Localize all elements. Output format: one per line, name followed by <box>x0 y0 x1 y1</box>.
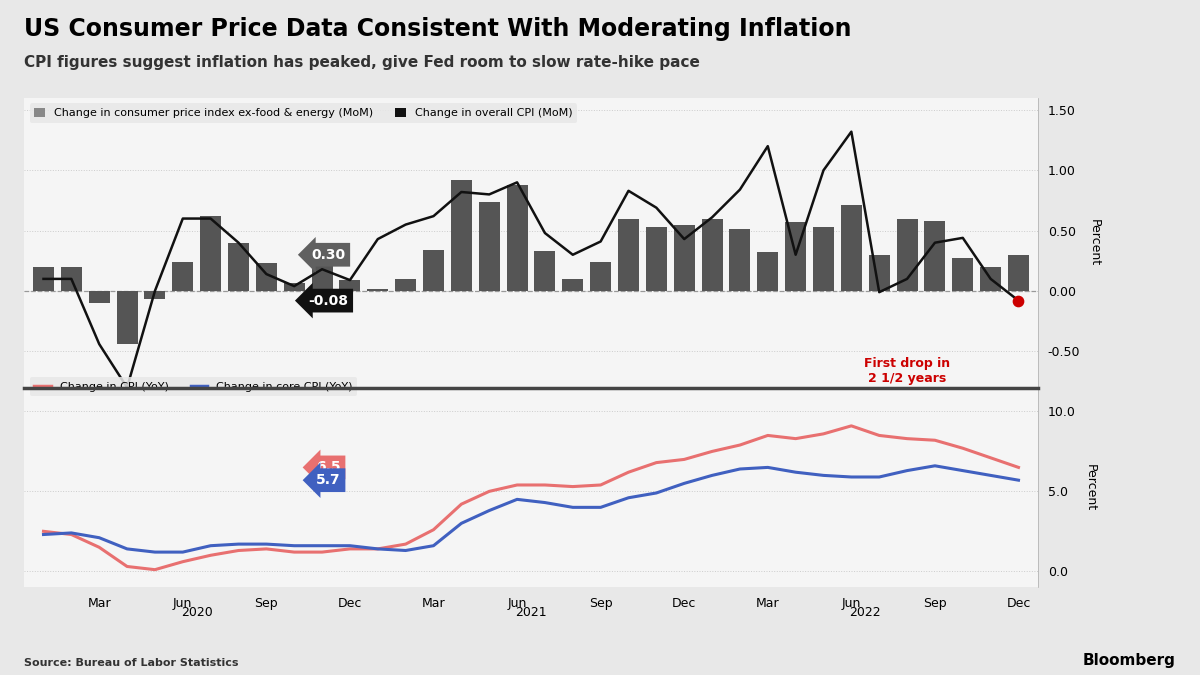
Y-axis label: Percent: Percent <box>1084 464 1097 511</box>
Text: First drop in
2 1/2 years: First drop in 2 1/2 years <box>864 357 950 385</box>
Bar <box>256 263 277 291</box>
Bar <box>312 265 332 291</box>
Text: Bloomberg: Bloomberg <box>1084 653 1176 668</box>
Text: 5.7: 5.7 <box>316 473 341 487</box>
Bar <box>814 227 834 291</box>
Text: US Consumer Price Data Consistent With Moderating Inflation: US Consumer Price Data Consistent With M… <box>24 17 852 41</box>
Bar <box>200 216 221 291</box>
Bar <box>228 243 248 291</box>
Text: CPI figures suggest inflation has peaked, give Fed room to slow rate-hike pace: CPI figures suggest inflation has peaked… <box>24 55 700 70</box>
Bar <box>534 251 556 291</box>
Bar <box>563 279 583 291</box>
Bar <box>869 254 889 291</box>
Point <box>1009 295 1028 306</box>
Legend: Change in consumer price index ex-food & energy (MoM), Change in overall CPI (Mo: Change in consumer price index ex-food &… <box>30 103 577 123</box>
Bar <box>980 267 1001 291</box>
Bar <box>424 250 444 291</box>
Legend: Change in CPI (YoY), Change in core CPI (YoY): Change in CPI (YoY), Change in core CPI … <box>30 377 358 396</box>
Bar <box>841 205 862 291</box>
Y-axis label: Percent: Percent <box>1088 219 1102 266</box>
Bar <box>283 283 305 291</box>
Text: 2020: 2020 <box>181 606 212 619</box>
Bar <box>479 202 499 291</box>
Bar <box>702 219 722 291</box>
Bar <box>730 230 750 291</box>
Bar <box>451 180 472 291</box>
Bar <box>757 252 779 291</box>
Bar <box>646 227 667 291</box>
Bar <box>785 222 806 291</box>
Text: 6.5: 6.5 <box>316 460 341 475</box>
Text: Source: Bureau of Labor Statistics: Source: Bureau of Labor Statistics <box>24 658 239 668</box>
Bar <box>673 225 695 291</box>
Bar <box>590 262 611 291</box>
Bar <box>1008 254 1028 291</box>
Text: 2021: 2021 <box>515 606 547 619</box>
Bar <box>618 219 638 291</box>
Bar <box>144 291 166 300</box>
Bar <box>173 262 193 291</box>
Bar <box>34 267 54 291</box>
Bar <box>340 280 360 291</box>
Bar <box>896 219 918 291</box>
Text: 2022: 2022 <box>850 606 881 619</box>
Bar <box>395 279 416 291</box>
Text: -0.08: -0.08 <box>308 294 348 308</box>
Bar <box>506 185 528 291</box>
Bar <box>116 291 138 344</box>
Bar <box>61 267 82 291</box>
Bar <box>367 288 389 291</box>
Text: 0.30: 0.30 <box>311 248 346 262</box>
Bar <box>924 221 946 291</box>
Bar <box>89 291 109 303</box>
Bar <box>953 259 973 291</box>
